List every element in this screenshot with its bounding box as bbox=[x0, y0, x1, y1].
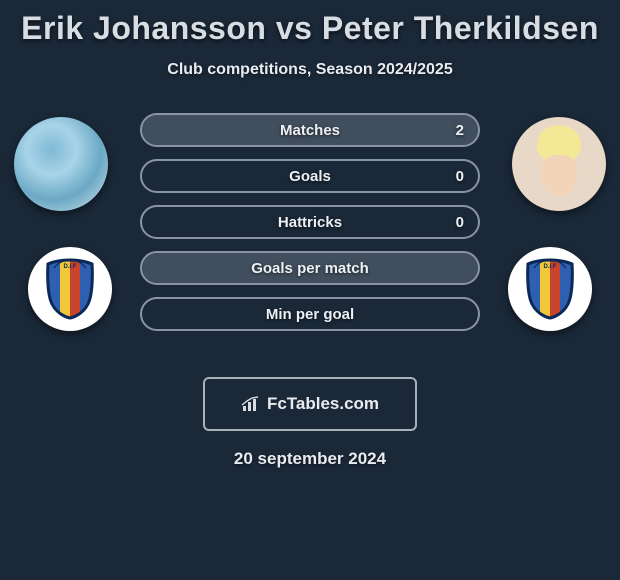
subtitle: Club competitions, Season 2024/2025 bbox=[0, 61, 620, 79]
stat-label: Min per goal bbox=[266, 306, 354, 323]
shield-icon: D.I.F bbox=[42, 258, 98, 320]
chart-icon bbox=[241, 396, 261, 412]
club-badge-left: D.I.F bbox=[28, 247, 112, 331]
player-left-avatar bbox=[14, 117, 108, 211]
stat-label: Goals bbox=[289, 168, 331, 185]
page-title: Erik Johansson vs Peter Therkildsen bbox=[0, 10, 620, 47]
stats-area: D.I.F D.I.F Matches2Goals0H bbox=[0, 113, 620, 373]
stat-value-right: 0 bbox=[456, 214, 464, 231]
player-right-avatar bbox=[512, 117, 606, 211]
stat-row: Matches 2 bbox=[140, 113, 480, 147]
branding-badge: FcTables.com bbox=[203, 377, 417, 431]
stat-row: Hattricks 0 bbox=[140, 205, 480, 239]
stat-label: Hattricks bbox=[278, 214, 342, 231]
stat-row: Goals per match bbox=[140, 251, 480, 285]
stat-label: Goals per match bbox=[251, 260, 369, 277]
date-text: 20 september 2024 bbox=[0, 449, 620, 469]
stat-bars: Matches 2 Goals 0 Hattricks 0 Goals per match M… bbox=[140, 113, 480, 343]
branding-text: FcTables.com bbox=[267, 394, 379, 414]
stat-value-right: 0 bbox=[456, 168, 464, 185]
svg-text:D.I.F: D.I.F bbox=[64, 264, 77, 270]
comparison-card: Erik Johansson vs Peter Therkildsen Club… bbox=[0, 0, 620, 469]
stat-value-right: 2 bbox=[456, 122, 464, 139]
stat-row: Goals 0 bbox=[140, 159, 480, 193]
svg-text:D.I.F: D.I.F bbox=[544, 264, 557, 270]
stat-row: Min per goal bbox=[140, 297, 480, 331]
shield-icon: D.I.F bbox=[522, 258, 578, 320]
stat-label: Matches bbox=[280, 122, 340, 139]
club-badge-right: D.I.F bbox=[508, 247, 592, 331]
